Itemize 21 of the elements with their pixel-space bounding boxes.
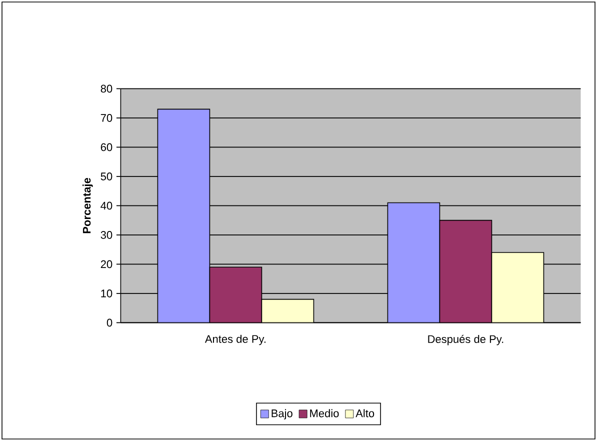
bar — [209, 266, 262, 323]
legend-label: Alto — [356, 409, 374, 418]
y-axis-title: Porcentaje — [82, 178, 93, 234]
y-tick-label: 10 — [101, 290, 112, 298]
y-tick-label: 30 — [100, 231, 112, 239]
y-tick-label: 70 — [100, 114, 112, 122]
legend-label: Medio — [310, 409, 339, 418]
bar — [491, 252, 544, 323]
bar — [387, 202, 440, 323]
y-tick-label: 80 — [100, 84, 112, 93]
legend-label: Bajo — [272, 409, 292, 420]
y-tick-label: 60 — [100, 143, 112, 152]
x-tick-label: Después de Py. — [428, 334, 504, 346]
y-tick-label: 0 — [106, 318, 112, 327]
y-tick-label: 40 — [100, 202, 112, 210]
y-tick-label: 50 — [100, 172, 112, 180]
y-tick-label: 20 — [100, 260, 112, 268]
x-tick-label: Antes de Py. — [204, 334, 266, 346]
bar — [157, 108, 210, 323]
bar — [261, 298, 314, 323]
bar — [439, 220, 492, 323]
